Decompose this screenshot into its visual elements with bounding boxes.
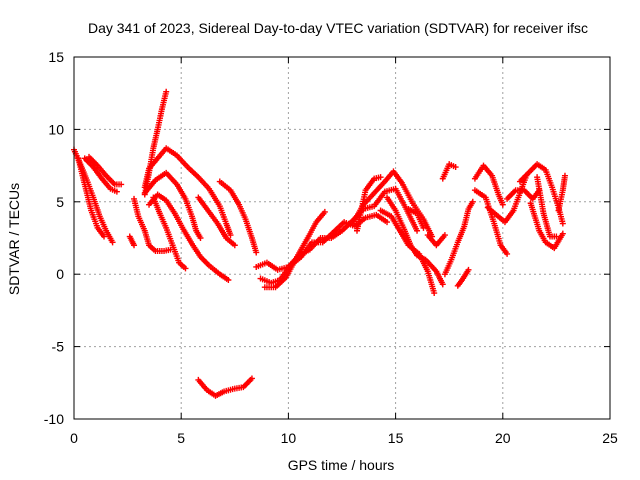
data-point	[504, 250, 511, 257]
data-point	[197, 235, 204, 241]
series-arc23	[424, 232, 448, 249]
series-arc9	[141, 169, 204, 241]
series-arc30	[504, 187, 543, 202]
series-arc3	[81, 155, 120, 195]
y-tick-label: 5	[56, 194, 64, 210]
data-point	[321, 208, 328, 215]
x-tick-label: 5	[177, 430, 185, 446]
series-arc21	[377, 207, 438, 297]
series-arc12	[195, 194, 238, 249]
series-arc5	[126, 233, 138, 249]
series-arc17	[261, 208, 328, 291]
x-axis-title: GPS time / hours	[288, 457, 395, 473]
x-tick-label: 20	[495, 430, 511, 446]
data-point	[553, 233, 560, 240]
data-point	[163, 88, 170, 95]
y-tick-label: -10	[44, 411, 64, 427]
data-point	[559, 220, 566, 227]
data-point	[182, 265, 189, 272]
data-point	[101, 233, 108, 240]
data-point	[377, 174, 384, 181]
series-arc2	[75, 155, 108, 240]
series-arc32	[527, 200, 566, 252]
data-point	[452, 164, 459, 171]
series-arc14	[195, 375, 255, 399]
series-arc24	[441, 198, 476, 278]
data-point	[248, 375, 255, 382]
chart-title: Day 341 of 2023, Sidereal Day-to-day VTE…	[88, 20, 588, 36]
series-arc34	[555, 172, 568, 214]
series-arc26	[454, 266, 472, 289]
data-point	[231, 242, 238, 249]
data-points	[71, 88, 568, 399]
series-arc31	[516, 161, 566, 227]
series-arc4	[86, 153, 125, 188]
series-arc22	[405, 206, 427, 231]
data-point	[465, 266, 472, 273]
axis-ticks: 0 5 10 15 20 25 15 10 5 0 -5 -10	[44, 49, 618, 446]
x-tick-label: 15	[388, 430, 404, 446]
x-tick-label: 10	[281, 430, 297, 446]
y-tick-label: 15	[48, 49, 64, 65]
data-point	[113, 188, 120, 195]
data-point	[227, 232, 234, 239]
data-point	[561, 172, 568, 179]
series-arc33	[534, 174, 560, 240]
data-point	[109, 239, 116, 246]
data-point	[499, 201, 506, 208]
series-arc6	[131, 195, 174, 255]
data-point	[469, 198, 476, 205]
series-arc28	[471, 187, 511, 257]
series-arc16	[257, 211, 391, 286]
series-arc19	[354, 174, 384, 234]
y-tick-label: 10	[48, 121, 64, 137]
grid	[74, 57, 610, 419]
data-point	[559, 230, 566, 237]
data-point	[384, 219, 391, 226]
series-arc8	[141, 145, 234, 239]
data-point	[414, 227, 421, 234]
y-axis-title: SDTVAR / TECUs	[6, 183, 22, 295]
data-point	[441, 232, 448, 239]
data-point	[253, 249, 260, 256]
data-point	[118, 181, 125, 188]
series-arc11	[150, 194, 189, 272]
data-point	[131, 242, 138, 249]
data-point	[439, 281, 446, 288]
plot-frame	[73, 56, 611, 420]
y-tick-label: -5	[52, 339, 65, 355]
x-tick-label: 0	[70, 430, 78, 446]
data-point	[225, 276, 232, 283]
series-arc25	[439, 161, 459, 182]
x-tick-label: 25	[602, 430, 618, 446]
series-arc13	[216, 178, 260, 256]
y-tick-label: 0	[56, 266, 64, 282]
data-point	[431, 290, 438, 297]
data-point	[420, 224, 427, 231]
series-arc10	[146, 191, 232, 283]
series-arc27	[471, 162, 506, 208]
